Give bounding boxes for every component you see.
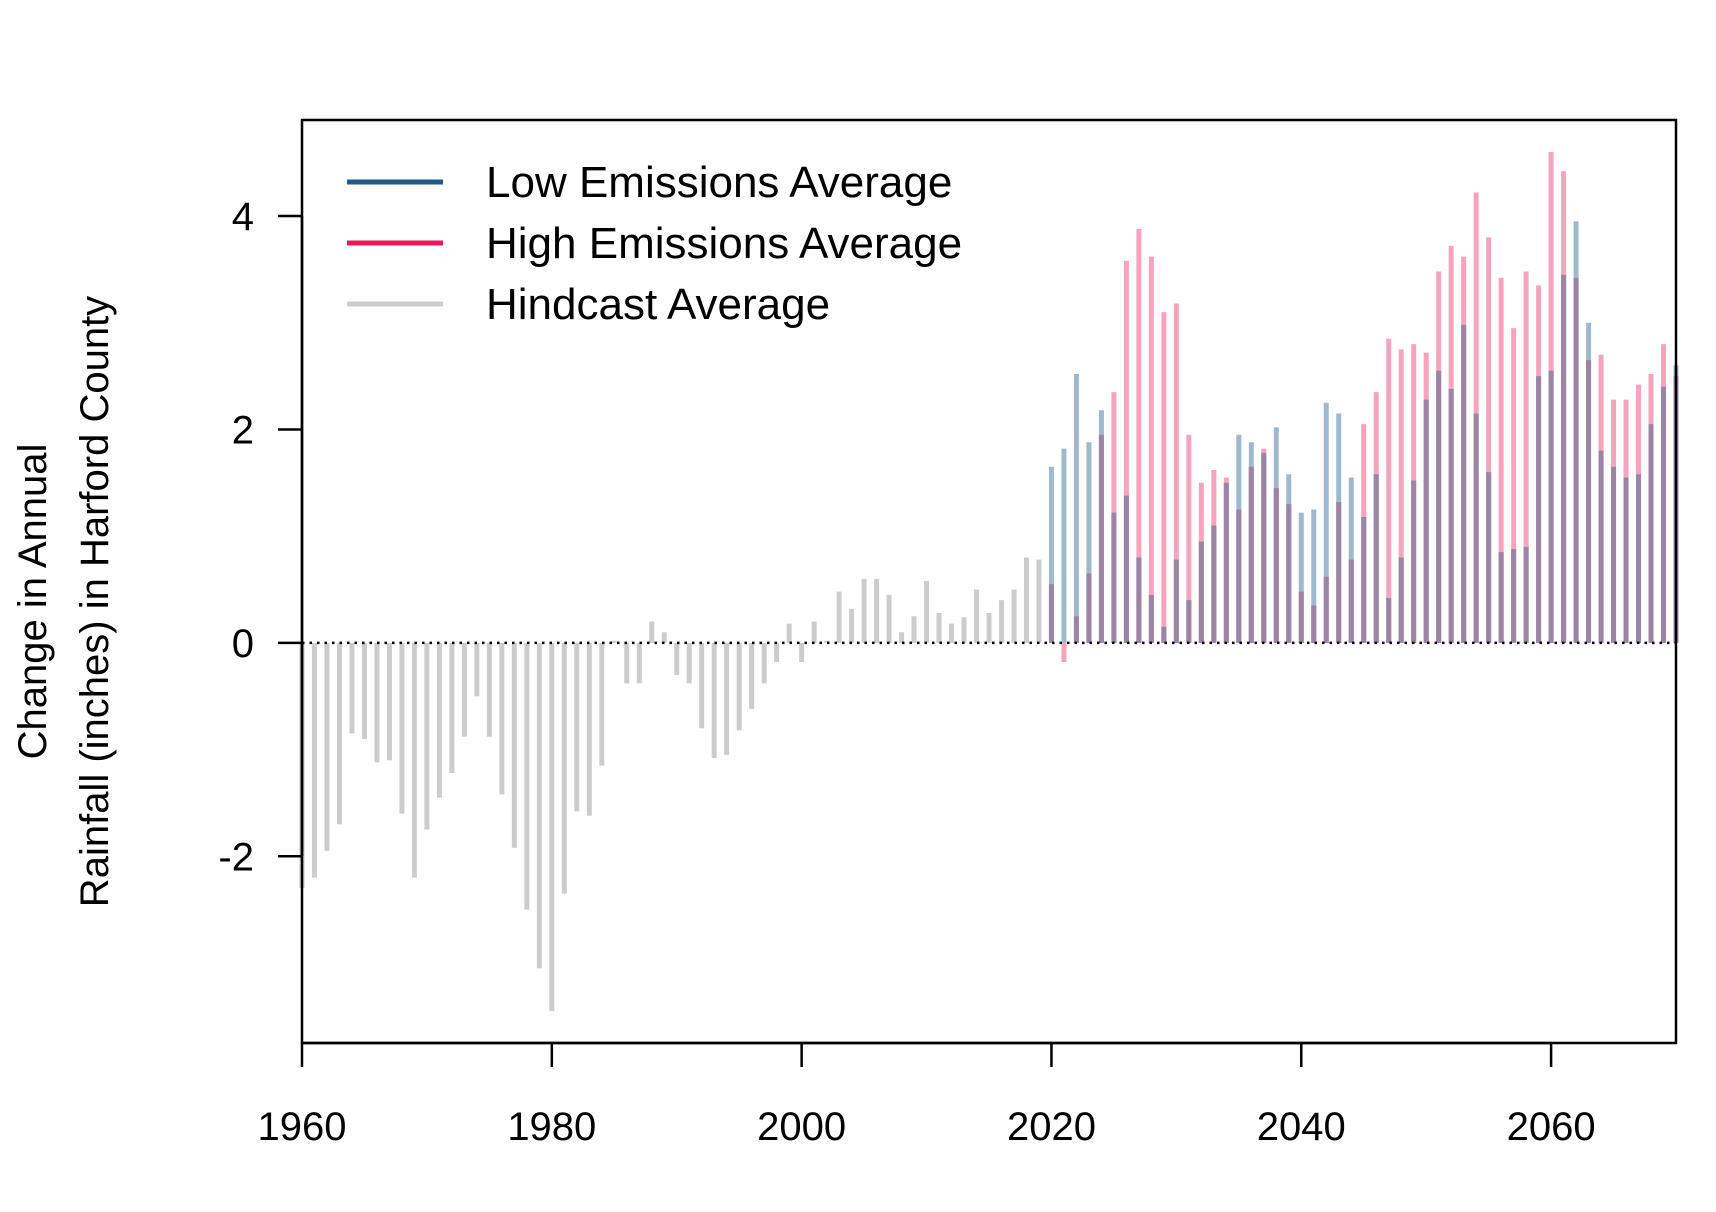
y-axis-title-line-1: Change in Annual: [11, 444, 55, 760]
x-tick-label: 2040: [1257, 1105, 1346, 1149]
x-tick-label: 2060: [1507, 1105, 1596, 1149]
legend-label: Low Emissions Average: [486, 158, 952, 207]
y-axis-title-line-2: Rainfall (inches) in Harford County: [73, 296, 117, 907]
y-tick-label: -2: [218, 835, 254, 879]
x-axis: 1960 1980 2000 2020 2040 2060: [258, 1041, 1596, 1149]
y-tick-label: 2: [232, 408, 254, 452]
legend: Low Emissions Average High Emissions Aver…: [347, 158, 962, 329]
x-tick-label: 2000: [757, 1105, 846, 1149]
legend-label: Hindcast Average: [486, 280, 830, 329]
x-tick-label: 1960: [258, 1105, 347, 1149]
bars-layer: [299, 152, 1679, 1011]
x-tick-label: 2020: [1007, 1105, 1096, 1149]
legend-label: High Emissions Average: [486, 219, 962, 268]
y-tick-label: 0: [232, 622, 254, 666]
x-tick-label: 1980: [507, 1105, 596, 1149]
y-tick-label: 4: [232, 195, 254, 239]
y-axis: -2 0 2 4: [218, 195, 304, 879]
